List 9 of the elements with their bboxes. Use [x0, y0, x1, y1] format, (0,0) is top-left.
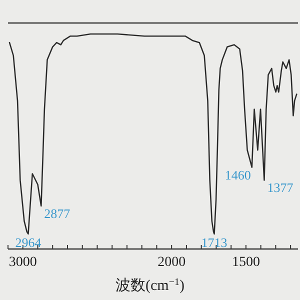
- annotation: 1460: [224, 167, 251, 182]
- x-tick-label: 1500: [232, 255, 260, 270]
- x-tick-label: 3000: [8, 255, 37, 270]
- annotation: 2877: [44, 206, 71, 221]
- annotation: 1377: [267, 180, 294, 196]
- x-axis-title: 波数(cm$^{−1}$): [116, 276, 184, 294]
- annotation: 1713: [201, 234, 228, 250]
- x-tick-label: 2000: [158, 255, 186, 270]
- annotation: 2964: [15, 234, 42, 250]
